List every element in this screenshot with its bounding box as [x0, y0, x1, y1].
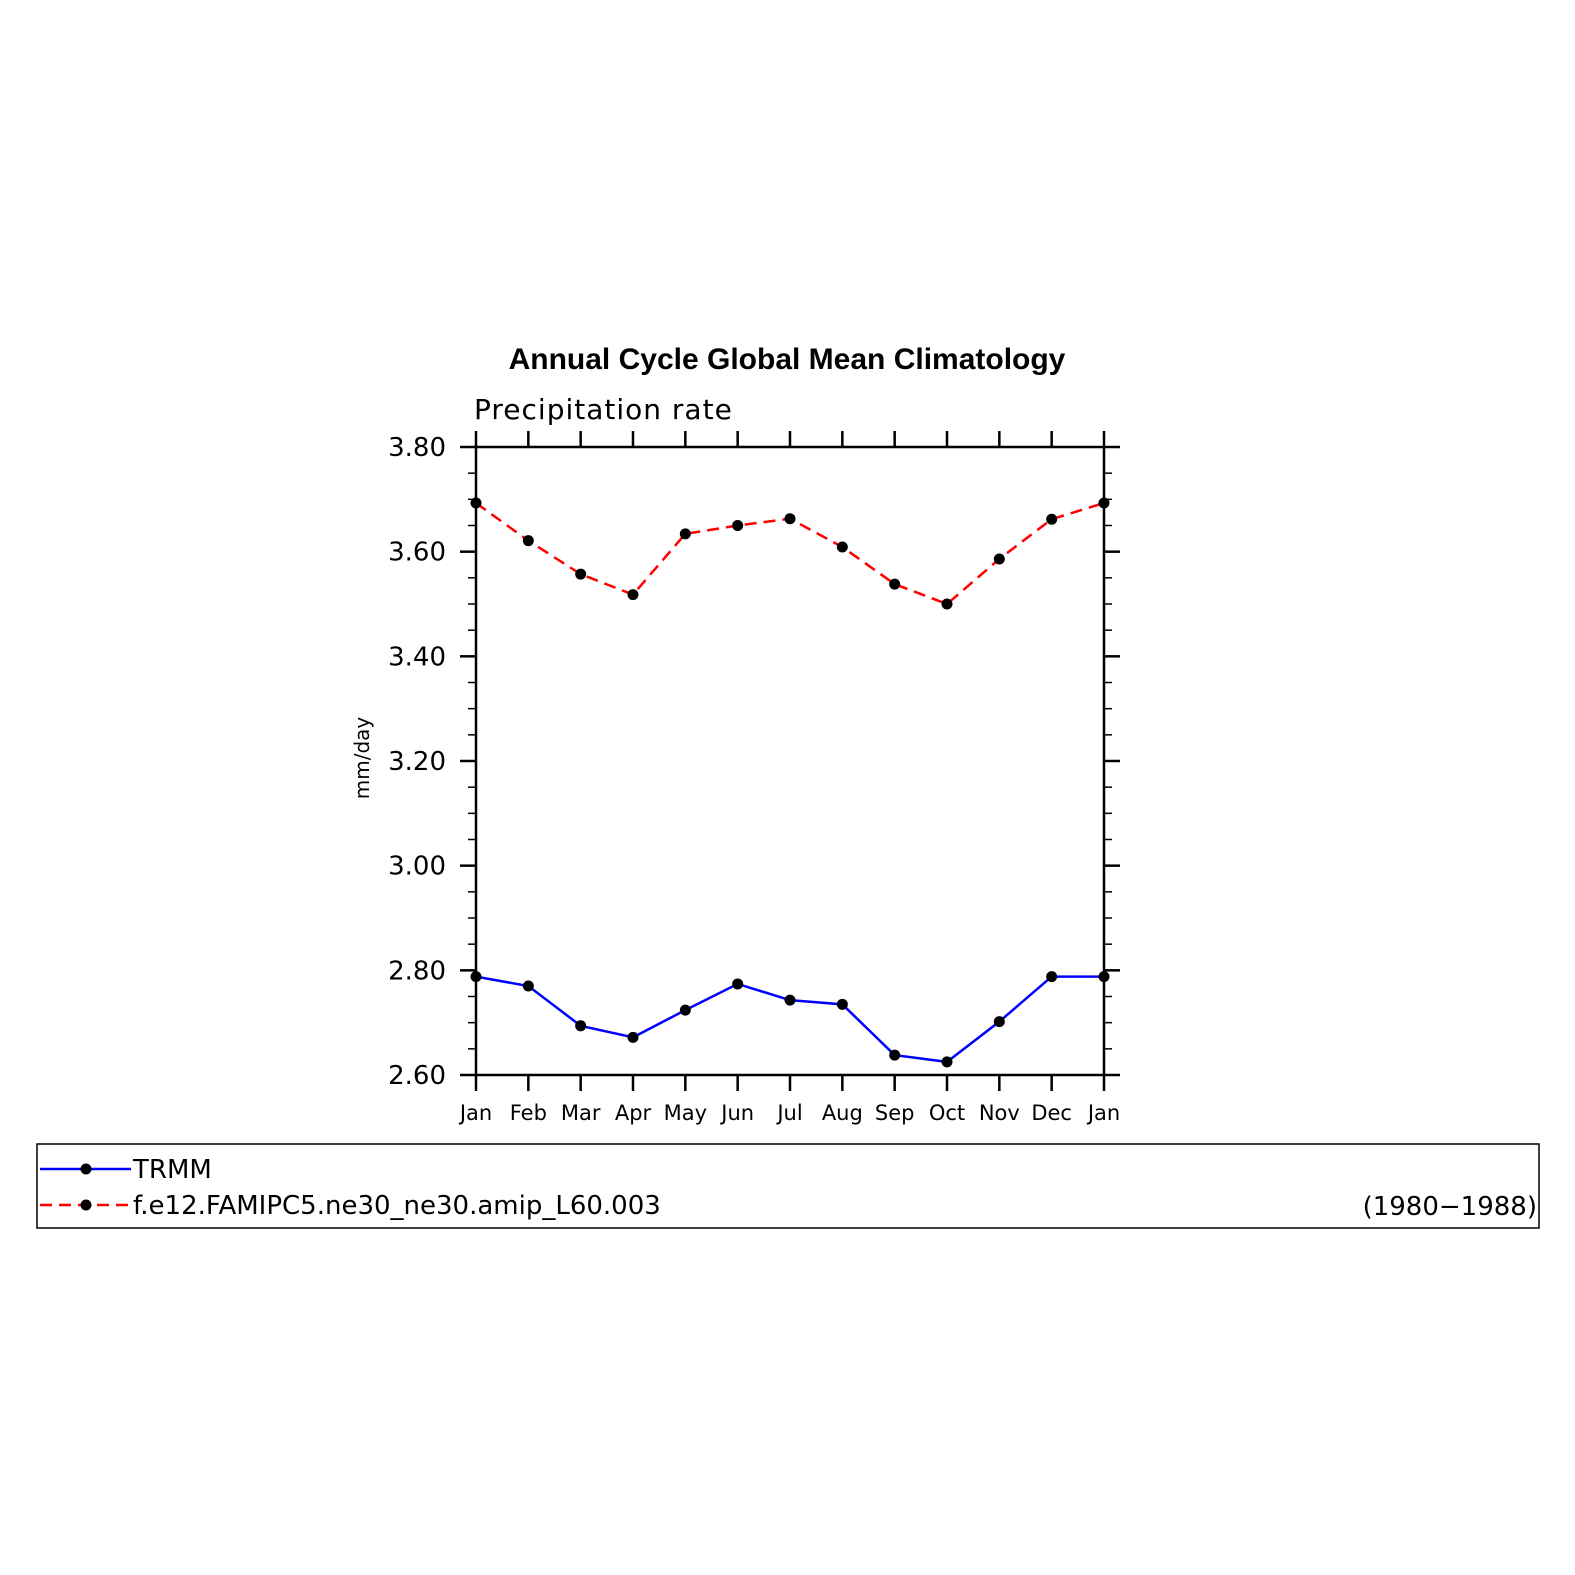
series-2-point — [679, 528, 691, 540]
y-tick-label: 3.40 — [388, 642, 446, 672]
x-tick-label: Sep — [875, 1101, 915, 1125]
series-1-point — [627, 1031, 639, 1043]
series-1-point — [836, 998, 848, 1010]
y-tick-label: 3.80 — [388, 433, 446, 463]
legend: TRMM f.e12.FAMIPC5.ne30_ne30.amip_L60.003… — [36, 1143, 1540, 1229]
series-2-point — [575, 568, 587, 580]
x-tick-label: Feb — [510, 1101, 547, 1125]
series-1-point — [732, 978, 744, 990]
series-1-point — [784, 994, 796, 1006]
x-tick-label: Apr — [615, 1101, 652, 1125]
legend-box — [36, 1143, 1540, 1229]
plot-frame — [474, 445, 1106, 1077]
series-2-point — [1046, 513, 1058, 525]
x-tick-label: Oct — [929, 1101, 965, 1125]
series-1-point — [941, 1056, 953, 1068]
series-1-point — [679, 1004, 691, 1016]
series-2-point — [732, 520, 744, 531]
legend-marker-1 — [80, 1163, 92, 1175]
series-2-point — [941, 598, 953, 610]
series-1-point — [993, 1016, 1005, 1028]
series-2-point — [522, 535, 534, 547]
series-2-point — [627, 589, 639, 601]
series-1-point — [522, 980, 534, 992]
series-1-point — [1046, 971, 1058, 983]
series-1-point — [575, 1020, 587, 1032]
legend-label-1: TRMM — [132, 1155, 212, 1185]
series-line-1 — [475, 975, 1104, 1064]
legend-entries: TRMM f.e12.FAMIPC5.ne30_ne30.amip_L60.003 — [40, 1155, 661, 1221]
x-tick-label: Mar — [561, 1101, 601, 1125]
x-tick-label: Jan — [458, 1101, 492, 1125]
y-tick-label: 2.80 — [388, 956, 446, 986]
legend-label-2: f.e12.FAMIPC5.ne30_ne30.amip_L60.003 — [133, 1191, 661, 1221]
y-tick-label: 3.20 — [388, 747, 446, 777]
series-2-point — [1098, 497, 1110, 509]
series-1-point — [889, 1049, 901, 1061]
series-2-point — [993, 553, 1005, 565]
series-2-point — [470, 497, 482, 509]
y-axis-label: mm/day — [350, 717, 374, 800]
legend-marker-2 — [80, 1199, 92, 1211]
series-2-point — [784, 513, 796, 525]
y-tick-label: 2.60 — [388, 1061, 446, 1091]
series-1-point — [470, 971, 482, 983]
series-2-point — [836, 541, 848, 553]
x-tick-label: May — [664, 1101, 707, 1125]
x-tick-label: Jan — [1086, 1101, 1120, 1125]
chart-title: Annual Cycle Global Mean Climatology — [509, 343, 1066, 376]
x-tick-label: Jul — [775, 1101, 802, 1125]
y-tick-label: 3.60 — [388, 538, 446, 568]
x-tick-label: Dec — [1031, 1101, 1072, 1125]
series-1-point — [1098, 971, 1110, 983]
x-tick-label: Jun — [719, 1101, 754, 1125]
series-2-point — [889, 578, 901, 590]
plot-area: Jan Feb Mar Apr May Jun Jul Aug Sep Oct Nov Dec Jan 2… — [388, 431, 1120, 1125]
x-tick-label: Nov — [979, 1101, 1020, 1125]
x-tick-label: Aug — [822, 1101, 863, 1125]
y-tick-label: 3.00 — [388, 852, 446, 882]
chart-subtitle: Precipitation rate — [474, 393, 733, 426]
legend-period-note: (1980−1988) — [1363, 1192, 1537, 1222]
